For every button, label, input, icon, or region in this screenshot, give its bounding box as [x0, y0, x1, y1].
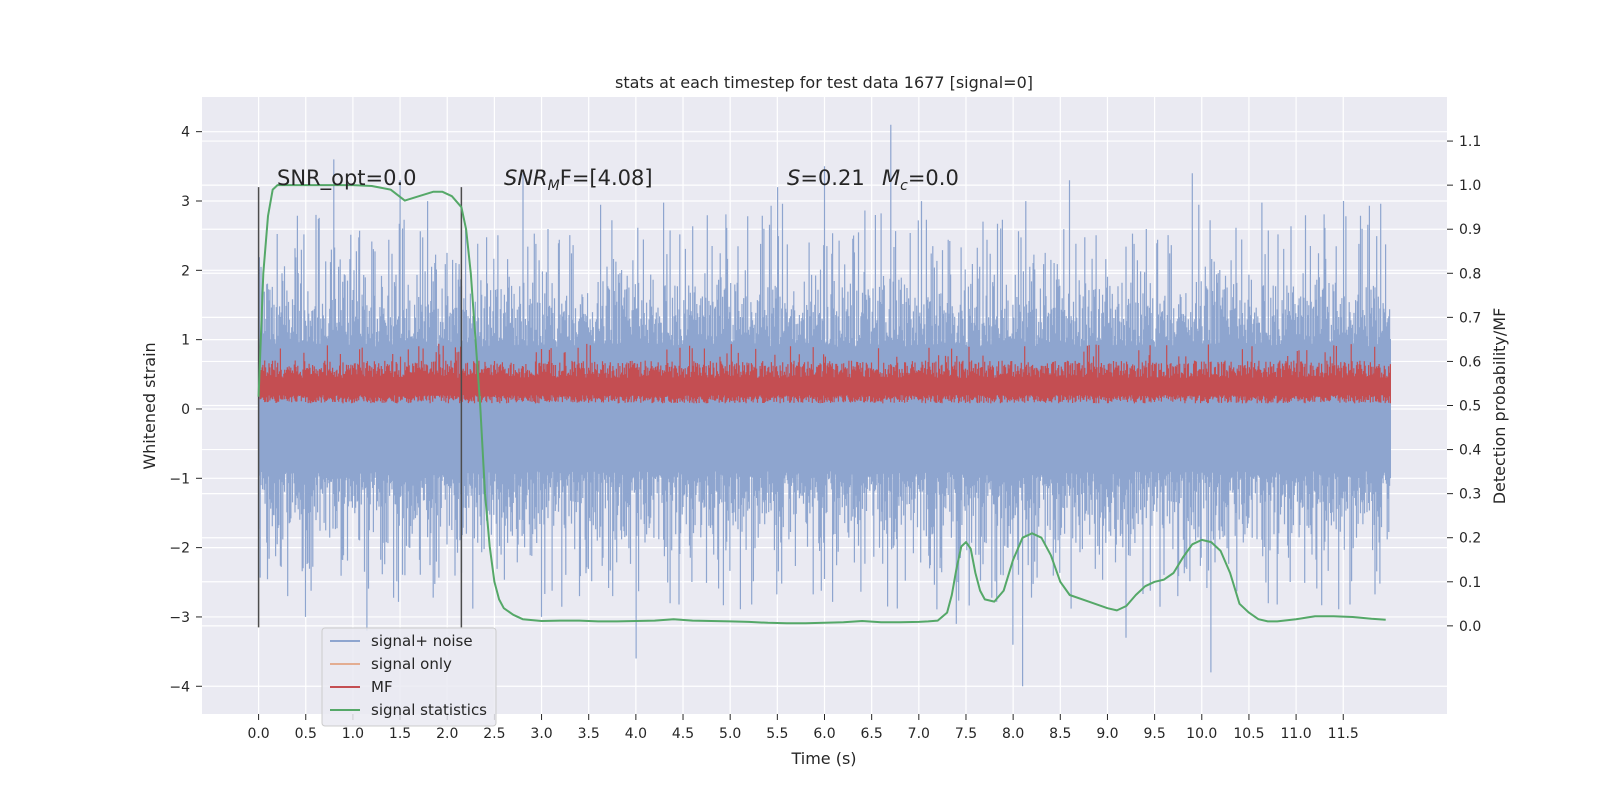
- x-tick-label-12: 6.0: [813, 726, 835, 742]
- y-right-tick-label-11: 0.0: [1459, 619, 1481, 635]
- y-left-axis-ticks: 4 3 2 1 0 −1 −2 −3 −4: [169, 125, 202, 695]
- y-right-tick-label-5: 0.6: [1459, 354, 1481, 370]
- y-right-tick-label-1: 1.0: [1459, 178, 1481, 194]
- y-left-axis-label: Whitened strain: [140, 342, 159, 469]
- x-tick-label-17: 8.5: [1049, 726, 1071, 742]
- annotation-snr-mf-base: SNR: [504, 166, 548, 190]
- x-tick-label-0: 0.0: [247, 726, 269, 742]
- x-tick-label-5: 2.5: [483, 726, 505, 742]
- annotation-snr-mf-sub: M: [548, 178, 560, 194]
- x-tick-label-9: 4.5: [672, 726, 694, 742]
- x-tick-label-13: 6.5: [861, 726, 883, 742]
- annotation-s-value: S=0.21: [787, 166, 865, 190]
- x-tick-label-4: 2.0: [436, 726, 458, 742]
- y-right-tick-label-9: 0.2: [1459, 531, 1481, 547]
- annotation-mc-base: M: [882, 166, 900, 190]
- chart-title: stats at each timestep for test data 167…: [615, 73, 1033, 92]
- annotation-snr-opt: SNR_opt=0.0: [277, 166, 417, 191]
- y-right-tick-label-3: 0.8: [1459, 266, 1481, 282]
- x-tick-label-1: 0.5: [295, 726, 317, 742]
- annotation-s-rest: =0.21: [800, 166, 864, 190]
- annotation-mc-rest: =0.0: [908, 166, 959, 190]
- y-left-tick-label-2: 2: [181, 263, 190, 279]
- annotation-snr-mf: SNRMF=[4.08]: [504, 166, 653, 194]
- y-right-axis-label: Detection probability/MF: [1490, 308, 1509, 505]
- y-left-tick-label-3: 1: [181, 333, 190, 349]
- x-tick-label-15: 7.5: [955, 726, 977, 742]
- annotation-snr-mf-rest: F=[4.08]: [560, 166, 653, 190]
- legend-label-signal-only: signal only: [371, 655, 452, 673]
- legend-box: [321, 627, 497, 727]
- y-left-tick-label-5: −1: [169, 471, 190, 487]
- y-right-tick-label-10: 0.1: [1459, 575, 1481, 591]
- annotation-mc-sub: c: [900, 178, 908, 194]
- y-left-tick-label-8: −4: [169, 679, 190, 695]
- x-axis-label: Time (s): [790, 749, 856, 768]
- series-signal-statistics: [257, 184, 1386, 625]
- x-tick-label-8: 4.0: [625, 726, 647, 742]
- x-tick-label-22: 11.0: [1281, 726, 1312, 742]
- y-left-tick-label-4: 0: [181, 402, 190, 418]
- x-tick-label-11: 5.5: [766, 726, 788, 742]
- x-axis-ticks: 0.0 0.5 1.0 1.5 2.0 2.5 3.0 3.5 4.0 4.5 5.0 5.5 6.0 6…: [247, 714, 1359, 742]
- legend: signal+ noise signal only MF signal stat…: [321, 627, 497, 727]
- x-tick-label-10: 5.0: [719, 726, 741, 742]
- annotation-s-base: S: [787, 166, 800, 190]
- x-tick-label-18: 9.0: [1096, 726, 1118, 742]
- annotation-mc-value: Mc=0.0: [882, 166, 959, 194]
- legend-label-mf: MF: [371, 678, 393, 696]
- y-right-tick-label-2: 0.9: [1459, 222, 1481, 238]
- y-left-tick-label-7: −3: [169, 610, 190, 626]
- y-right-tick-label-6: 0.5: [1459, 399, 1481, 415]
- legend-label-signal-noise: signal+ noise: [371, 632, 473, 650]
- vertical-markers: [257, 187, 463, 628]
- x-tick-label-16: 8.0: [1002, 726, 1024, 742]
- y-right-tick-label-0: 1.1: [1459, 134, 1481, 150]
- y-left-tick-label-6: −2: [169, 541, 190, 557]
- x-tick-label-19: 9.5: [1143, 726, 1165, 742]
- y-right-tick-label-8: 0.3: [1459, 487, 1481, 503]
- signal-statistics-line: [257, 184, 1386, 625]
- y-right-tick-label-4: 0.7: [1459, 310, 1481, 326]
- x-tick-label-2: 1.0: [342, 726, 364, 742]
- y-right-axis-ticks: 1.1 1.0 0.9 0.8 0.7 0.6 0.5 0.4 0.3 0.2 0.1 0.0: [1447, 134, 1481, 635]
- y-left-tick-label-1: 3: [181, 194, 190, 210]
- y-right-tick-label-7: 0.4: [1459, 443, 1481, 459]
- x-tick-label-21: 10.5: [1233, 726, 1264, 742]
- x-tick-label-7: 3.5: [578, 726, 600, 742]
- x-tick-label-23: 11.5: [1328, 726, 1359, 742]
- x-tick-label-3: 1.5: [389, 726, 411, 742]
- y-left-tick-label-0: 4: [181, 125, 190, 141]
- legend-label-signal-statistics: signal statistics: [371, 701, 487, 719]
- x-tick-label-14: 7.0: [908, 726, 930, 742]
- x-tick-label-20: 10.0: [1186, 726, 1217, 742]
- x-tick-label-6: 3.0: [530, 726, 552, 742]
